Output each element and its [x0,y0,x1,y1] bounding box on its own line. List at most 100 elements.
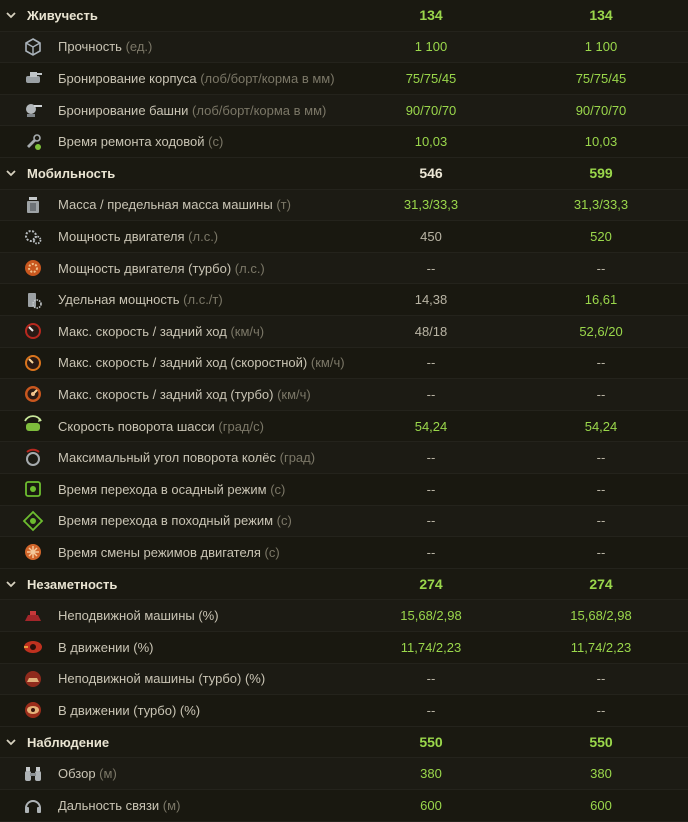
section-title: Мобильность [27,165,116,181]
section-title: Наблюдение [27,734,110,750]
chevron-down-icon[interactable] [5,9,17,21]
stat-unit: (км/ч) [310,355,345,371]
stat-unit: (с) [264,544,280,560]
stat-label-text: Дальность связи [58,797,160,813]
stat-value-1: 15,68/2,98 [400,608,462,624]
chevron-down-icon[interactable] [5,167,17,179]
wheel-angle-icon [26,448,40,466]
stat-value-2: 75/75/45 [575,70,627,86]
siege-mode-icon [25,481,41,498]
stat-value-1: 48/18 [414,323,448,339]
stat-label: Бронирование корпуса (лоб/борт/корма в м… [58,71,335,86]
travel-mode-icon [22,510,44,532]
stat-value-1: 90/70/70 [405,102,457,118]
chevron-down-icon[interactable] [5,578,17,590]
stat-label-text: Прочность [58,39,122,55]
stat-unit: (лоб/борт/корма в мм) [200,70,335,86]
stat-label: Скорость поворота шасси (град/с) [58,419,264,434]
camo-moving-turbo-icon [25,702,41,719]
stat-unit: (л.с.) [234,260,265,276]
stat-label-text: Мощность двигателя [58,228,185,244]
stat-unit: (лоб/борт/корма в мм) [192,102,327,118]
stat-unit: (с) [276,513,292,529]
stat-label: Дальность связи (м) [58,798,180,813]
stat-row: Время перехода в осадный режим (с) -- -- [0,474,688,506]
stat-label-text: Бронирование башни [58,102,189,118]
stat-row: Дальность связи (м) 600 600 [0,790,688,822]
stat-unit: (град/с) [218,418,264,434]
weight-icon [27,196,39,213]
stat-label: Время ремонта ходовой (с) [58,134,223,149]
chevron-down-icon[interactable] [5,736,17,748]
stat-value-1: -- [426,260,436,276]
stat-unit: (т) [276,197,291,213]
section-value-2: 134 [589,7,613,24]
stat-label: В движении (%) [58,640,154,655]
stat-value-2: -- [596,513,606,529]
traverse-icon [24,415,42,432]
stat-label: Время перехода в осадный режим (с) [58,482,285,497]
stat-label-text: Макс. скорость / задний ход (турбо) [58,386,274,402]
engine-mode-icon [25,544,41,561]
stat-label: Обзор (м) [58,766,117,781]
stat-label-text: Бронирование корпуса [58,70,197,86]
section-title: Живучесть [27,7,98,23]
section-value-2: 599 [589,165,613,182]
section-header[interactable]: Наблюдение 550 550 [0,726,688,759]
stat-label: Бронирование башни (лоб/борт/корма в мм) [58,103,326,118]
stat-label-text: Мощность двигателя (турбо) [58,260,232,276]
stat-unit: (град) [279,450,316,466]
section-header[interactable]: Мобильность 546 599 [0,158,688,190]
stat-value-1: -- [426,671,436,687]
stat-value-2: 600 [590,797,612,813]
stat-label-text: Максимальный угол поворота колёс [58,450,276,466]
stat-label: Неподвижной машины (турбо) (%) [58,671,265,686]
camo-moving-icon [24,641,42,654]
stat-label: Время перехода в походный режим (с) [58,513,292,528]
stat-row: Бронирование башни (лоб/борт/корма в мм)… [0,94,688,127]
stat-row: Неподвижной машины (%) 15,68/2,98 15,68/2,… [0,600,688,632]
stat-value-1: -- [426,702,436,718]
stat-label-text: Время перехода в походный режим [58,513,274,529]
stat-value-2: -- [596,355,606,371]
turret-armor-icon [26,104,42,118]
stat-row: Мощность двигателя (л.с.) 450 520 [0,221,688,253]
stat-label-text: Неподвижной машины (%) [58,608,219,624]
stat-value-1: 54,24 [414,418,448,434]
stat-value-1: 450 [420,228,442,244]
camo-still-turbo-icon [25,670,41,687]
stat-row: Время перехода в походный режим (с) -- -- [0,505,688,538]
stat-row: Мощность двигателя (турбо) (л.с.) -- -- [0,252,688,285]
section-header[interactable]: Незаметность 274 274 [0,568,688,601]
stat-row: Макс. скорость / задний ход (турбо) (км/… [0,379,688,411]
speed-fast-icon [25,354,41,371]
stat-value-2: 11,74/2,23 [570,639,632,655]
stat-unit: (л.с./т) [183,292,223,308]
stat-label: Масса / предельная масса машины (т) [58,197,291,212]
camo-still-icon [25,610,41,621]
stat-label: Мощность двигателя (л.с.) [58,229,218,244]
stat-row: В движении (турбо) (%) -- -- [0,695,688,727]
stat-label: Максимальный угол поворота колёс (град) [58,450,315,465]
stat-value-2: -- [596,544,606,560]
section-header[interactable]: Живучесть 134 134 [0,0,688,32]
section-value-2: 274 [589,576,613,593]
stat-row: Масса / предельная масса машины (т) 31,3/… [0,189,688,222]
stat-row: Время смены режимов двигателя (с) -- -- [0,537,688,569]
section-value-2: 550 [589,734,613,751]
stat-row: Скорость поворота шасси (град/с) 54,24 54,… [0,410,688,443]
stat-label-text: В движении (турбо) (%) [58,702,201,718]
stat-unit: (км/ч) [277,386,311,402]
stat-value-2: -- [596,260,606,276]
speed-icon [25,323,41,340]
engine-icon [25,230,42,245]
specific-power-icon [28,292,42,309]
stat-label: Неподвижной машины (%) [58,608,219,623]
speed-turbo-icon [25,386,41,403]
stat-value-2: 10,03 [584,134,618,150]
stat-value-2: 520 [590,228,612,244]
stat-row: Макс. скорость / задний ход (скоростной)… [0,347,688,380]
stat-value-2: 15,68/2,98 [570,608,632,624]
stat-value-2: -- [596,702,606,718]
stat-value-2: 16,61 [584,292,618,308]
